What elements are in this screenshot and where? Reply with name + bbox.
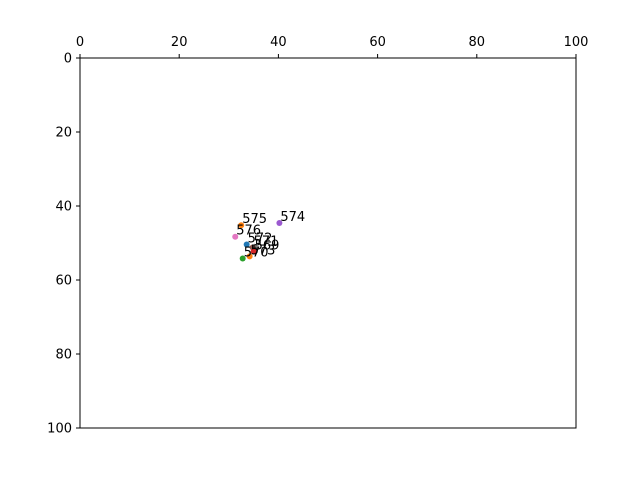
data-point-574	[276, 220, 283, 227]
y-tick-label: 80	[55, 348, 72, 363]
x-tick-label: 0	[76, 35, 84, 50]
x-tick-label: 80	[469, 35, 486, 50]
point-label-576: 576	[236, 224, 261, 239]
data-point-575	[238, 222, 245, 229]
data-point-572	[243, 241, 250, 248]
y-tick-label: 100	[47, 422, 72, 437]
y-axis: 0 20 40 60 80 100	[47, 52, 80, 437]
data-point-576	[232, 233, 239, 240]
plot-area	[79, 57, 577, 429]
data-points	[232, 220, 283, 262]
data-point-570	[239, 255, 246, 262]
x-tick-label: 20	[171, 35, 188, 50]
x-tick-label: 100	[564, 35, 589, 50]
point-label-572: 572	[248, 231, 273, 246]
point-label-570: 570	[244, 246, 269, 261]
x-tick-label: 60	[369, 35, 386, 50]
point-label-574: 574	[280, 210, 305, 225]
point-label-575: 575	[242, 212, 267, 227]
point-label-569: 569	[255, 239, 280, 254]
y-tick-label: 40	[55, 200, 72, 215]
y-tick-label: 60	[55, 274, 72, 289]
x-tick-label: 40	[270, 35, 287, 50]
point-label-573: 573	[251, 243, 276, 258]
data-point-569	[250, 248, 257, 255]
x-axis: 0 20 40 60 80 100	[76, 35, 589, 58]
data-point-573	[246, 253, 253, 260]
y-tick-label: 0	[64, 52, 72, 67]
y-tick-label: 20	[55, 126, 72, 141]
point-label-571: 571	[254, 234, 279, 249]
